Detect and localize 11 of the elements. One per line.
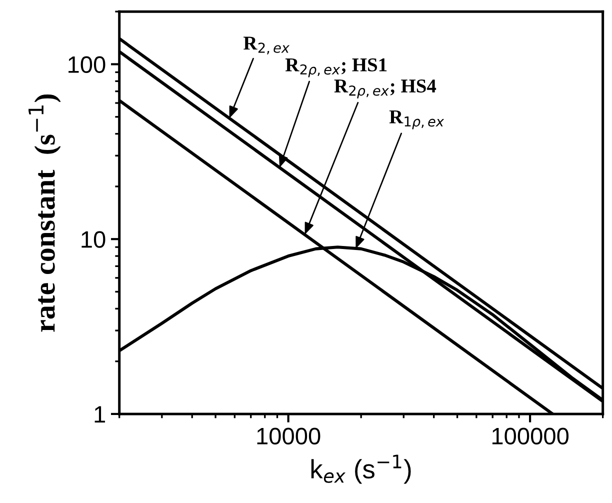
y-tick-label: 100: [68, 56, 106, 73]
y-tick-label: 1: [94, 406, 105, 423]
annotation: R$_{2ρ,ex}$; HS4: [334, 80, 436, 98]
y-axis-title: rate constant (s$^{−1}$): [28, 94, 61, 332]
x-tick-label: 100000: [492, 428, 569, 445]
y-tick-label: 10: [82, 231, 106, 248]
annotation: R$_{2,ex}$: [244, 36, 290, 54]
x-axis-title: k$_{ex}$ (s$^{−1}$): [311, 454, 411, 484]
annotation: R$_{2ρ,ex}$; HS1: [285, 58, 387, 78]
x-tick-label: 10000: [257, 428, 320, 445]
annotation: R$_{1ρ,ex}$: [389, 110, 444, 130]
